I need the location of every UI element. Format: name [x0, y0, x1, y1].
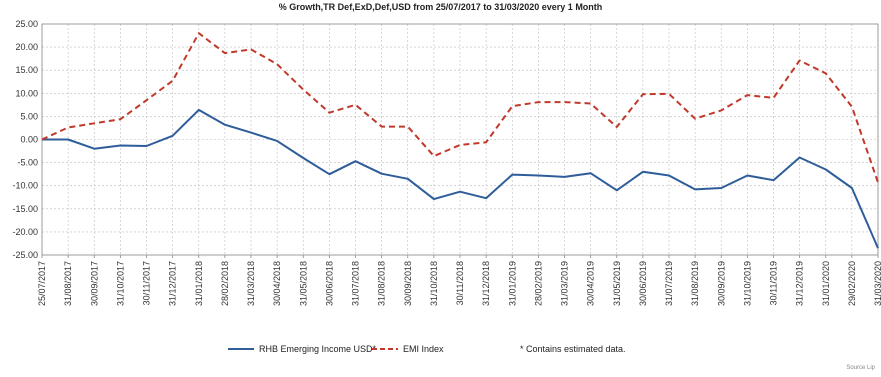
y-tick-label: 0.00: [20, 135, 38, 145]
y-tick-label: 25.00: [15, 19, 38, 29]
x-tick-label: 30/04/2018: [272, 261, 282, 306]
x-tick-label: 25/07/2017: [37, 261, 47, 306]
x-tick-label: 31/05/2019: [612, 261, 622, 306]
x-tick-label: 28/02/2019: [533, 261, 543, 306]
y-tick-label: -5.00: [17, 158, 38, 168]
footnote-estimated-data: * Contains estimated data.: [520, 344, 626, 354]
y-tick-label: -10.00: [12, 181, 38, 191]
x-tick-label: 31/10/2019: [742, 261, 752, 306]
x-tick-label: 31/03/2019: [560, 261, 570, 306]
x-tick-label: 31/08/2019: [690, 261, 700, 306]
x-tick-label: 31/03/2020: [873, 261, 881, 306]
x-tick-label: 31/10/2018: [429, 261, 439, 306]
x-tick-label: 31/03/2018: [246, 261, 256, 306]
x-tick-label: 30/04/2019: [586, 261, 596, 306]
x-tick-label: 30/09/2018: [403, 261, 413, 306]
x-tick-label: 30/11/2018: [455, 261, 465, 305]
x-tick-label: 31/12/2018: [481, 261, 491, 306]
x-axis-ticks: 25/07/2017 31/08/2017 30/09/2017 31/10/2017…: [37, 261, 881, 306]
x-tick-label: 31/08/2017: [63, 261, 73, 306]
gridlines: [41, 23, 879, 256]
x-tick-label: 31/12/2017: [168, 261, 178, 306]
x-tick-label: 30/09/2017: [89, 261, 99, 306]
x-tick-label: 31/07/2018: [351, 261, 361, 306]
y-tick-label: 5.00: [20, 111, 38, 121]
x-tick-label: 30/11/2017: [142, 261, 152, 305]
x-tick-label: 30/11/2019: [769, 261, 779, 305]
x-tick-label: 28/02/2018: [220, 261, 230, 306]
legend-rhb-fund-label: RHB Emerging Income USD*: [259, 344, 377, 354]
y-axis-ticks: 25.00 20.00 15.00 10.00 5.00 0.00 -5.00 -10.00 -…: [12, 19, 38, 260]
x-tick-label: 31/07/2019: [664, 261, 674, 306]
x-tick-label: 31/01/2018: [194, 261, 204, 306]
y-tick-label: -15.00: [12, 204, 38, 214]
source-note: Source Lip: [846, 365, 875, 371]
series-lines: [41, 32, 879, 249]
x-tick-label: 30/06/2018: [324, 261, 334, 306]
x-tick-label: 30/09/2019: [716, 261, 726, 306]
x-tick-label: 29/02/2020: [847, 261, 857, 306]
chart-title: % Growth,TR Def,ExD,Def,USD from 25/07/2…: [278, 2, 603, 12]
y-tick-label: -20.00: [12, 227, 38, 237]
legend: RHB Emerging Income USD* EMI Index * Conta…: [228, 344, 626, 354]
y-tick-label: -25.00: [12, 250, 38, 260]
x-tick-label: 31/08/2018: [377, 261, 387, 306]
legend-emi-index-label: EMI Index: [403, 344, 444, 354]
series-line-rhb-fund: [42, 108, 879, 249]
y-tick-label: 20.00: [15, 42, 38, 52]
x-tick-label: 31/01/2020: [821, 261, 831, 306]
x-tick-label: 31/01/2019: [507, 261, 517, 306]
x-tick-label: 31/05/2018: [298, 261, 308, 306]
y-tick-label: 15.00: [15, 65, 38, 75]
x-tick-label: 31/12/2019: [795, 261, 805, 306]
series-line-emi-index: [41, 32, 879, 183]
x-tick-label: 30/06/2019: [638, 261, 648, 306]
y-tick-label: 10.00: [15, 88, 38, 98]
x-tick-label: 31/10/2017: [115, 261, 125, 306]
